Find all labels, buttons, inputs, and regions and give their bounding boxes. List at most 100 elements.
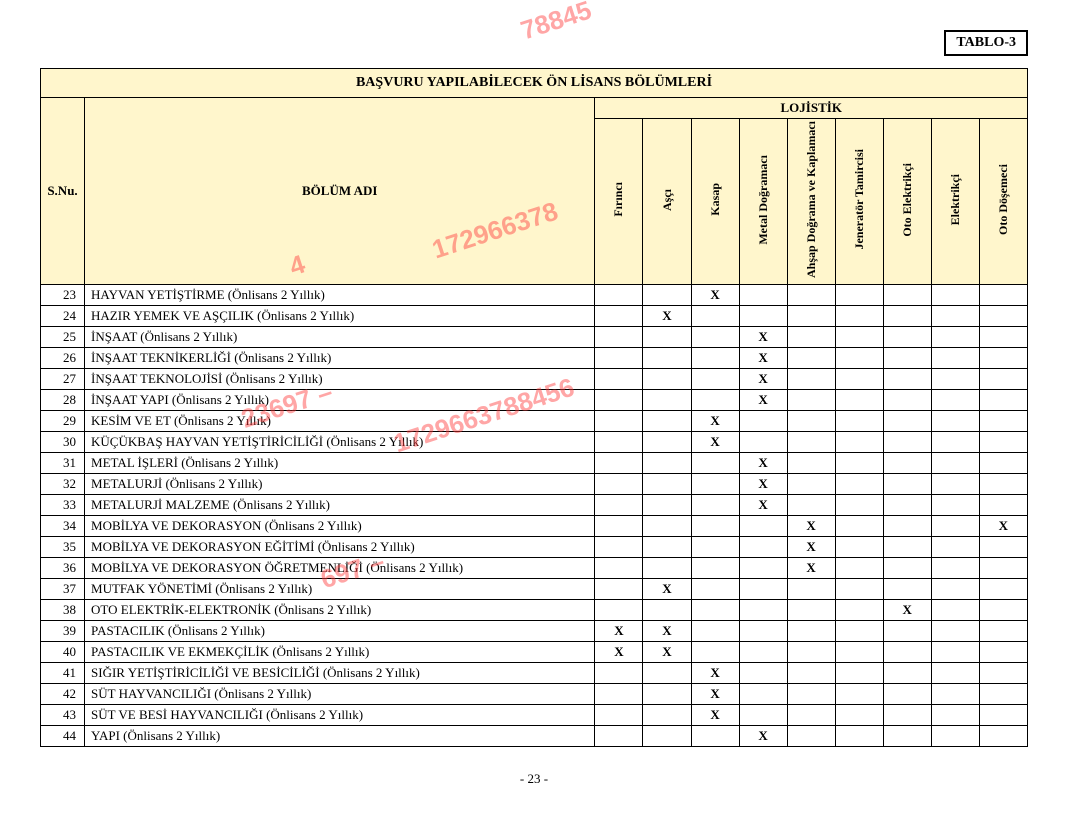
watermark: 78845 — [517, 0, 595, 46]
cell-mark — [739, 285, 787, 306]
table-row: 24HAZIR YEMEK VE AŞÇILIK (Önlisans 2 Yıl… — [41, 306, 1028, 327]
page-number: - 23 - — [40, 771, 1028, 787]
cell-name: HAYVAN YETİŞTİRME (Önlisans 2 Yıllık) — [85, 285, 595, 306]
cell-mark — [979, 306, 1027, 327]
cell-mark: X — [595, 642, 643, 663]
header-job: Ahşap Doğrama ve Kaplamacı — [787, 119, 835, 285]
cell-mark: X — [739, 369, 787, 390]
cell-mark — [643, 495, 691, 516]
table-row: 26İNŞAAT TEKNİKERLİĞİ (Önlisans 2 Yıllık… — [41, 348, 1028, 369]
table-row: 40PASTACILIK VE EKMEKÇİLİK (Önlisans 2 Y… — [41, 642, 1028, 663]
cell-mark — [883, 705, 931, 726]
cell-mark — [883, 453, 931, 474]
table-row: 34MOBİLYA VE DEKORASYON (Önlisans 2 Yıll… — [41, 516, 1028, 537]
header-job-label: Jeneratör Tamircisi — [852, 149, 867, 250]
cell-mark — [787, 369, 835, 390]
cell-mark — [739, 558, 787, 579]
cell-mark — [691, 369, 739, 390]
cell-mark — [595, 432, 643, 453]
cell-mark — [931, 516, 979, 537]
cell-mark — [691, 474, 739, 495]
cell-mark — [979, 684, 1027, 705]
cell-snu: 34 — [41, 516, 85, 537]
cell-mark: X — [979, 516, 1027, 537]
cell-name: METALURJİ (Önlisans 2 Yıllık) — [85, 474, 595, 495]
cell-mark — [643, 558, 691, 579]
cell-mark — [931, 663, 979, 684]
cell-mark — [931, 285, 979, 306]
header-job: Aşçı — [643, 119, 691, 285]
cell-mark — [739, 621, 787, 642]
cell-name: SÜT VE BESİ HAYVANCILIĞI (Önlisans 2 Yıl… — [85, 705, 595, 726]
cell-mark: X — [691, 705, 739, 726]
table-row: 43SÜT VE BESİ HAYVANCILIĞI (Önlisans 2 Y… — [41, 705, 1028, 726]
cell-mark — [643, 705, 691, 726]
cell-mark — [835, 600, 883, 621]
cell-mark — [643, 726, 691, 747]
cell-mark — [787, 495, 835, 516]
cell-mark — [931, 684, 979, 705]
cell-mark: X — [739, 495, 787, 516]
cell-mark — [883, 411, 931, 432]
cell-snu: 30 — [41, 432, 85, 453]
cell-snu: 38 — [41, 600, 85, 621]
cell-mark — [595, 369, 643, 390]
cell-mark — [979, 579, 1027, 600]
cell-mark — [979, 558, 1027, 579]
cell-mark: X — [643, 306, 691, 327]
cell-mark — [931, 411, 979, 432]
cell-mark — [883, 621, 931, 642]
cell-mark — [883, 579, 931, 600]
cell-mark: X — [691, 663, 739, 684]
header-job-label: Elektrikçi — [948, 174, 963, 225]
cell-mark: X — [739, 327, 787, 348]
cell-mark — [643, 285, 691, 306]
cell-mark — [979, 495, 1027, 516]
header-job-label: Oto Elektrikçi — [900, 163, 915, 237]
cell-mark — [835, 327, 883, 348]
table-row: 38OTO ELEKTRİK-ELEKTRONİK (Önlisans 2 Yı… — [41, 600, 1028, 621]
cell-mark — [595, 579, 643, 600]
cell-mark — [691, 516, 739, 537]
cell-mark — [979, 432, 1027, 453]
table-row: 37MUTFAK YÖNETİMİ (Önlisans 2 Yıllık)X — [41, 579, 1028, 600]
cell-name: METAL İŞLERİ (Önlisans 2 Yıllık) — [85, 453, 595, 474]
cell-mark — [931, 432, 979, 453]
cell-mark — [931, 621, 979, 642]
cell-mark — [883, 663, 931, 684]
cell-mark: X — [739, 726, 787, 747]
cell-mark — [787, 390, 835, 411]
cell-mark — [787, 705, 835, 726]
cell-mark — [931, 642, 979, 663]
cell-mark — [835, 516, 883, 537]
cell-mark — [979, 411, 1027, 432]
cell-mark — [931, 327, 979, 348]
cell-mark — [931, 495, 979, 516]
cell-mark — [787, 327, 835, 348]
cell-mark: X — [691, 432, 739, 453]
cell-mark — [739, 705, 787, 726]
table-row: 39PASTACILIK (Önlisans 2 Yıllık)XX — [41, 621, 1028, 642]
cell-mark — [643, 600, 691, 621]
cell-mark — [739, 432, 787, 453]
cell-mark — [643, 453, 691, 474]
cell-mark — [883, 516, 931, 537]
cell-mark — [595, 558, 643, 579]
cell-snu: 28 — [41, 390, 85, 411]
cell-mark — [835, 390, 883, 411]
cell-mark — [691, 453, 739, 474]
cell-name: OTO ELEKTRİK-ELEKTRONİK (Önlisans 2 Yıll… — [85, 600, 595, 621]
cell-mark — [931, 579, 979, 600]
cell-snu: 43 — [41, 705, 85, 726]
cell-snu: 41 — [41, 663, 85, 684]
cell-mark — [739, 579, 787, 600]
table-row: 44YAPI (Önlisans 2 Yıllık)X — [41, 726, 1028, 747]
cell-mark — [883, 285, 931, 306]
cell-mark — [691, 348, 739, 369]
cell-mark — [979, 348, 1027, 369]
cell-mark: X — [643, 642, 691, 663]
table-row: 35MOBİLYA VE DEKORASYON EĞİTİMİ (Önlisan… — [41, 537, 1028, 558]
cell-mark — [931, 558, 979, 579]
cell-mark — [643, 411, 691, 432]
cell-snu: 36 — [41, 558, 85, 579]
